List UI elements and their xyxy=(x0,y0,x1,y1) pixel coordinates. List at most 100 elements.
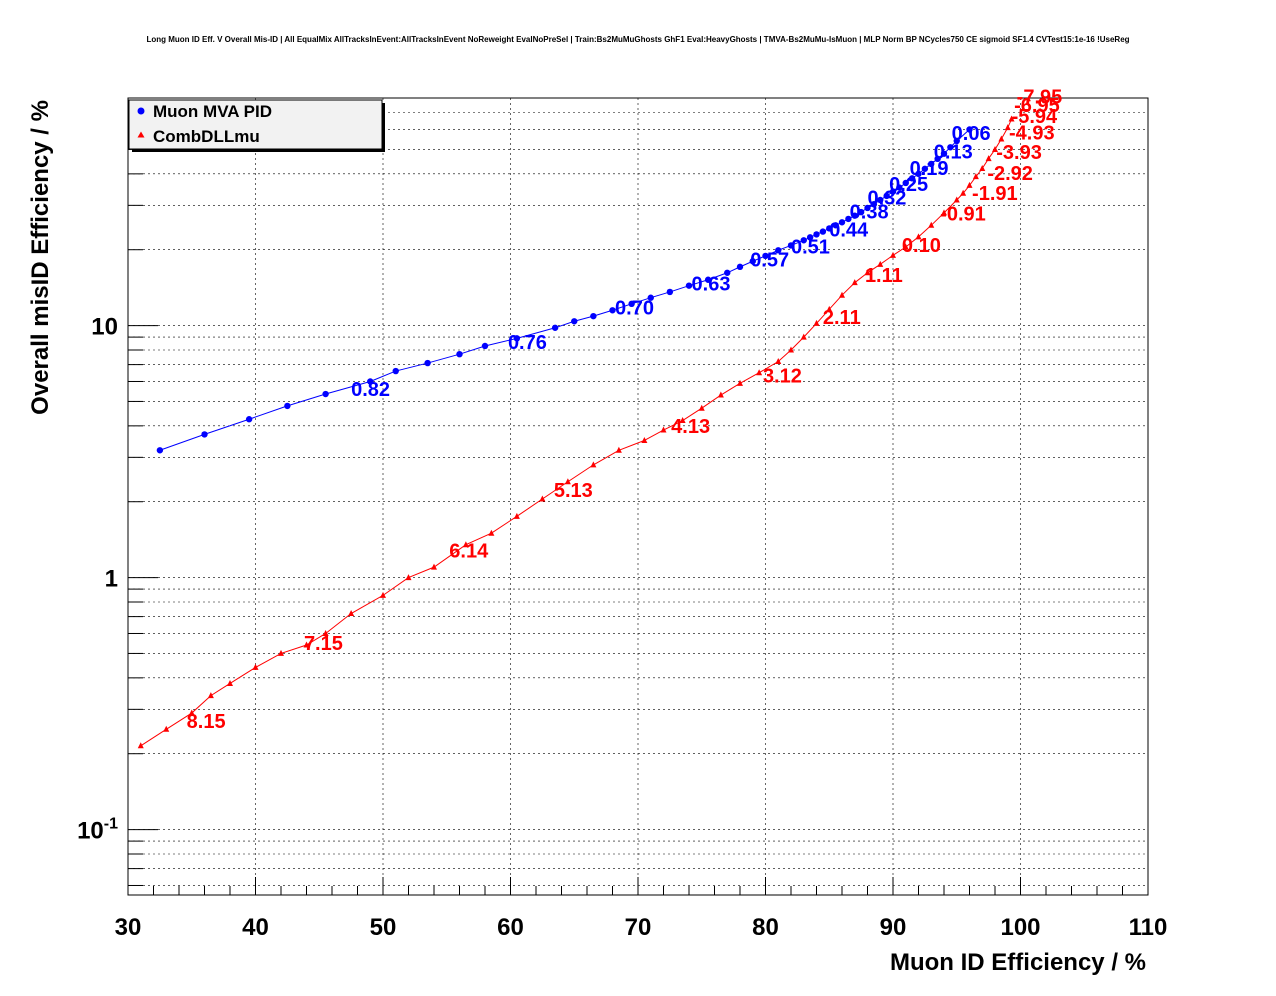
data-point xyxy=(979,165,986,172)
data-label: 4.13 xyxy=(671,416,710,438)
x-axis-label: Muon ID Efficiency / % xyxy=(890,949,1146,976)
x-tick-label: 110 xyxy=(1129,914,1168,941)
data-point xyxy=(960,189,967,196)
data-point xyxy=(864,204,871,212)
data-point xyxy=(902,243,909,250)
data-point xyxy=(303,641,310,648)
data-point xyxy=(609,307,616,314)
data-point xyxy=(864,269,871,276)
data-label: 6.14 xyxy=(449,541,489,563)
data-point xyxy=(660,426,667,433)
data-point xyxy=(877,260,884,267)
legend-label-muon-mva: Muon MVA PID xyxy=(153,102,272,121)
data-point xyxy=(424,359,431,367)
data-point xyxy=(928,221,935,228)
data-label: -6.95 xyxy=(1014,95,1060,117)
data-point xyxy=(666,288,674,296)
data-label: -2.92 xyxy=(987,163,1033,185)
data-label: -3.93 xyxy=(996,142,1042,164)
data-point xyxy=(972,173,979,180)
data-point xyxy=(615,446,622,453)
series-line xyxy=(159,129,970,451)
x-tick-label: 50 xyxy=(370,914,397,941)
legend-marker-muon-mva xyxy=(137,107,145,115)
data-point xyxy=(806,234,814,241)
x-tick-label: 40 xyxy=(242,914,269,941)
data-label: 0.51 xyxy=(791,236,830,258)
data-label: 0.63 xyxy=(692,273,731,295)
data-point xyxy=(278,649,284,656)
x-tick-label: 90 xyxy=(880,914,907,941)
data-point xyxy=(392,367,399,375)
data-point xyxy=(877,196,884,204)
data-point xyxy=(405,574,412,581)
data-label: 0.10 xyxy=(902,235,941,257)
legend-marker-combdllmu xyxy=(137,131,145,138)
data-point xyxy=(322,390,329,398)
data-label: 0.25 xyxy=(889,174,928,196)
y-tick-label: 10-1 xyxy=(77,816,118,845)
series xyxy=(137,115,1015,749)
data-point xyxy=(889,188,897,195)
data-point xyxy=(998,135,1005,142)
data-label: -4.93 xyxy=(1009,122,1055,144)
data-point xyxy=(539,495,546,502)
data-point xyxy=(800,333,807,340)
data-point xyxy=(348,610,355,617)
data-point xyxy=(941,209,947,216)
x-tick-label: 30 xyxy=(115,914,142,941)
data-point xyxy=(564,478,571,485)
data-point xyxy=(628,300,635,308)
data-point xyxy=(819,228,827,235)
data-label: 1.11 xyxy=(865,265,903,287)
data-point xyxy=(188,709,195,716)
data-point xyxy=(163,725,170,732)
data-point xyxy=(137,742,144,749)
data-label: -0.91 xyxy=(940,204,986,226)
data-point xyxy=(953,196,960,203)
data-point xyxy=(992,145,998,152)
data-label: 0.82 xyxy=(351,379,390,401)
data-point xyxy=(775,247,782,254)
data-point xyxy=(839,291,845,298)
data-point xyxy=(787,242,795,249)
data-point xyxy=(252,663,259,670)
data-label: -7.95 xyxy=(1017,87,1063,109)
data-label: 2.11 xyxy=(823,307,861,329)
data-point xyxy=(227,679,233,686)
data-label: 8.15 xyxy=(187,711,226,733)
y-tick-label: 1 xyxy=(105,566,118,593)
data-point xyxy=(647,294,654,301)
data-point xyxy=(679,417,686,424)
data-point xyxy=(380,591,386,598)
data-point xyxy=(928,160,935,168)
data-point xyxy=(940,150,948,157)
data-point xyxy=(737,379,743,386)
legend-box xyxy=(128,99,383,150)
data-point xyxy=(908,175,916,182)
data-point xyxy=(788,346,794,353)
data-point xyxy=(641,436,648,443)
data-point xyxy=(851,212,858,219)
y-tick-label: 10 xyxy=(91,314,118,341)
data-point xyxy=(896,184,903,191)
data-label: 3.12 xyxy=(763,365,802,387)
data-point xyxy=(966,181,973,188)
data-point xyxy=(736,263,744,271)
data-point xyxy=(826,305,833,312)
annotations: 0.82 0.76 0.70 0.63 0.570.510.440.380.320.25… xyxy=(187,87,1063,733)
data-label: 0.06 xyxy=(952,123,991,145)
data-label: 0.57 xyxy=(750,249,789,271)
x-tick-label: 70 xyxy=(625,914,652,941)
series-1 xyxy=(137,115,1015,749)
data-point xyxy=(513,335,521,342)
data-point xyxy=(985,155,992,162)
chart-title: Long Muon ID Eff. V Overall Mis-ID | All… xyxy=(146,35,1129,44)
data-label: -5.94 xyxy=(1012,106,1058,128)
data-point xyxy=(513,512,520,519)
data-point xyxy=(431,563,437,570)
data-point xyxy=(966,126,973,133)
data-point xyxy=(953,137,960,145)
